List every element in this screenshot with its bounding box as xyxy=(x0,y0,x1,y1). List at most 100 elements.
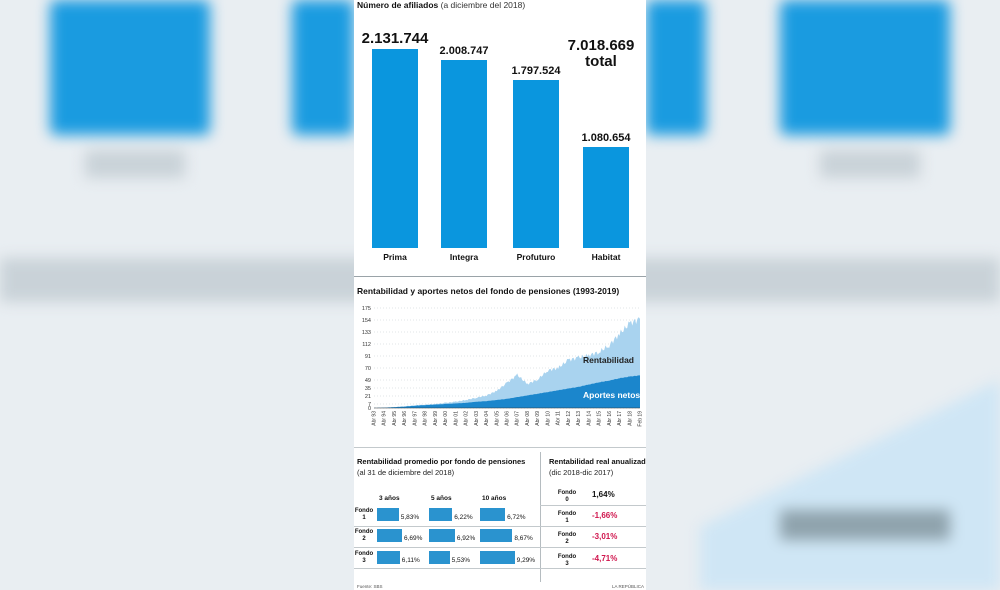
fondo-label-word: Fondo xyxy=(557,554,577,560)
x-tick-label: Abr 96 xyxy=(402,411,408,426)
affiliate-bar-label: Profuturo xyxy=(516,252,556,262)
fondo-label-word: Fondo xyxy=(354,529,374,535)
column-header: 3 años xyxy=(379,495,400,502)
fondo-label-num: 2 xyxy=(362,536,366,542)
avg-return-value: 6,22% xyxy=(454,514,473,521)
x-tick-label: Abr 13 xyxy=(576,411,582,426)
avg-return-bar xyxy=(429,551,450,564)
section-divider xyxy=(354,276,646,277)
row-divider xyxy=(354,568,540,569)
x-tick-label: Abr 97 xyxy=(412,411,418,426)
avg-return-value: 9,29% xyxy=(516,557,536,564)
evolution-area-chart: 07 21 35 49 70 91 112 133 154 175 Abr 93 Abr 94 Abr … xyxy=(362,306,644,427)
affiliate-bar xyxy=(372,49,418,248)
aportes-netos-area xyxy=(374,375,640,408)
x-tick-label: Abr 06 xyxy=(505,411,511,426)
avg-return-bar xyxy=(480,551,515,564)
x-tick-label: Abr 95 xyxy=(392,411,398,426)
real-return-value: -4,71% xyxy=(592,554,618,563)
x-tick-label: Abr 16 xyxy=(607,411,613,426)
avg-return-title: Rentabilidad promedio por fondo de pensi… xyxy=(357,457,526,466)
affiliates-title: Número de afiliados (a diciembre del 201… xyxy=(357,0,525,10)
affiliate-bar xyxy=(513,80,559,248)
real-return-subtitle: (dic 2018-dic 2017) xyxy=(549,468,614,477)
y-tick-label: 91 xyxy=(365,354,371,360)
fondo-label-word: Fondo xyxy=(354,551,374,557)
fondo-label-word: Fondo xyxy=(557,490,577,496)
avg-return-bar xyxy=(377,508,399,521)
affiliate-bar-value: 2.131.744 xyxy=(361,30,429,47)
real-return-title: Rentabilidad real anualizada xyxy=(549,457,646,466)
real-return-value: 1,64% xyxy=(592,490,615,499)
y-tick-label: 175 xyxy=(362,306,371,312)
x-tick-label: Abr 14 xyxy=(586,411,592,426)
x-tick-label: Abr 93 xyxy=(372,411,378,426)
x-tick-label: Abr 17 xyxy=(617,411,623,426)
x-tick-label: Abr 09 xyxy=(535,411,541,426)
avg-return-bar xyxy=(377,551,400,564)
x-tick-label: Abr 15 xyxy=(597,411,603,426)
x-tick-label: Abr 01 xyxy=(453,411,459,426)
y-tick-label: 112 xyxy=(362,342,371,348)
total-value: 7.018.669 xyxy=(567,37,635,54)
rentabilidad-label: Rentabilidad xyxy=(583,355,634,365)
x-tick-label: Abr 05 xyxy=(494,411,500,426)
fondo-label-word: Fondo xyxy=(557,532,577,538)
x-tick-label: Abr 11 xyxy=(556,411,562,426)
affiliate-bar-value: 2.008.747 xyxy=(439,45,489,58)
background-bar-right-1 xyxy=(646,0,706,135)
avg-return-bar xyxy=(377,529,402,542)
y-tick-label: 70 xyxy=(365,366,371,372)
x-tick-label: Abr 04 xyxy=(484,411,490,426)
y-tick-label: 154 xyxy=(362,318,371,324)
rentabilidad-area xyxy=(374,317,640,408)
row-divider xyxy=(540,568,646,569)
total-label: total xyxy=(585,53,617,70)
y-tick-label: 49 xyxy=(365,378,371,384)
x-tick-label: Abr 02 xyxy=(464,411,470,426)
section-divider-2 xyxy=(354,447,646,448)
fondo-label-num: 2 xyxy=(565,539,569,545)
affiliate-bar-value: 1.080.654 xyxy=(581,132,631,145)
avg-return-value: 6,72% xyxy=(507,514,526,521)
x-tick-label: Abr 08 xyxy=(525,411,531,426)
avg-return-subtitle: (al 31 de diciembre del 2018) xyxy=(357,468,455,477)
fondo-label-num: 3 xyxy=(565,561,569,567)
affiliate-bar-label: Habitat xyxy=(591,252,621,262)
row-divider xyxy=(354,526,540,527)
affiliates-title-light: (a diciembre del 2018) xyxy=(440,0,526,10)
background-bar-left-2 xyxy=(292,0,354,135)
background-bar-right-2 xyxy=(780,0,950,135)
avg-return-value: 6,69% xyxy=(403,535,423,542)
fondo-label-num: 1 xyxy=(362,515,366,521)
brand-note: LA REPÚBLICA xyxy=(612,584,645,589)
fondo-label-num: 1 xyxy=(565,518,569,524)
avg-return-bar xyxy=(429,529,455,542)
y-tick-label: 133 xyxy=(362,330,371,336)
row-divider xyxy=(540,547,646,548)
avg-return-bar xyxy=(480,508,506,521)
fondo-label-word: Fondo xyxy=(354,508,374,514)
avg-return-value: 5,53% xyxy=(451,557,471,564)
avg-return-value: 8,67% xyxy=(514,535,533,542)
x-tick-label: Abr 10 xyxy=(545,411,551,426)
infographic-panel: Número de afiliados (a diciembre del 201… xyxy=(354,0,646,590)
column-header: 5 años xyxy=(431,495,452,502)
avg-return-value: 5,83% xyxy=(400,514,420,521)
aportes-netos-label: Aportes netos xyxy=(583,390,640,400)
x-tick-label: Abr 12 xyxy=(566,411,572,426)
x-tick-label: Abr 00 xyxy=(443,411,449,426)
y-tick-label: 7 xyxy=(368,402,371,408)
affiliate-bar xyxy=(583,147,629,248)
background-label xyxy=(85,150,185,178)
x-tick-label: Abr 98 xyxy=(423,411,429,426)
background-label-3 xyxy=(780,510,950,540)
vertical-divider xyxy=(540,452,541,582)
x-tick-label: Abr 18 xyxy=(627,411,633,426)
x-tick-label: Abr 03 xyxy=(474,411,480,426)
row-divider xyxy=(354,547,540,548)
y-tick-label: 35 xyxy=(365,386,371,392)
evolution-title: Rentabilidad y aportes netos del fondo d… xyxy=(357,286,620,296)
column-header: 10 años xyxy=(482,495,507,502)
real-return-value: -3,01% xyxy=(592,532,618,541)
